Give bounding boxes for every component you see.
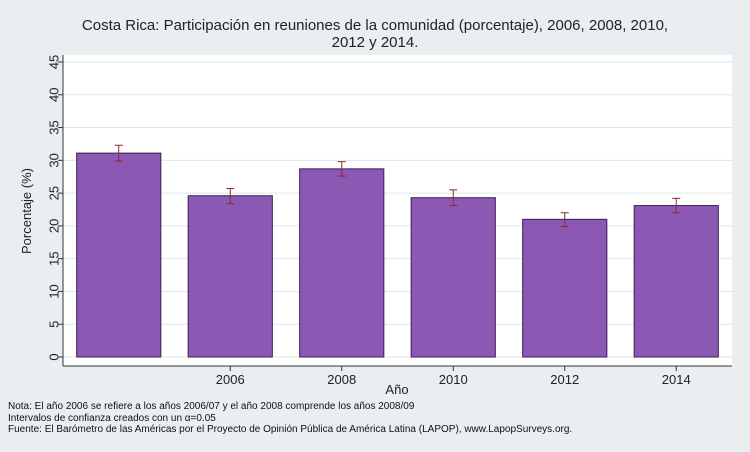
y-axis: 0 5 10 15 20 25 30 35 40 45 bbox=[47, 55, 64, 366]
error-bars bbox=[114, 144, 681, 228]
y-tick-label: 10 bbox=[47, 284, 62, 298]
y-axis-label: Porcentaje (%) bbox=[19, 168, 34, 254]
x-tick-label: 2008 bbox=[327, 372, 356, 387]
x-axis-label: Año bbox=[385, 382, 408, 397]
bars bbox=[76, 152, 719, 358]
bar bbox=[633, 205, 719, 358]
x-axis: 2006 2008 2010 2012 2014 bbox=[63, 365, 732, 387]
bar bbox=[299, 168, 385, 358]
chart-title-line-2: 2012 y 2014. bbox=[332, 34, 419, 51]
bar bbox=[76, 152, 162, 358]
chart-notes: Nota: El año 2006 se refiere a los años … bbox=[8, 401, 572, 436]
y-tick-label: 45 bbox=[47, 55, 62, 69]
y-tick-label: 30 bbox=[47, 153, 62, 167]
chart-title: Costa Rica: Participación en reuniones d… bbox=[82, 17, 668, 51]
bar-chart: Costa Rica: Participación en reuniones d… bbox=[19, 17, 732, 397]
x-tick-label: 2014 bbox=[662, 372, 691, 387]
chart-title-line-1: Costa Rica: Participación en reuniones d… bbox=[82, 17, 668, 34]
x-tick-label: 2010 bbox=[439, 372, 468, 387]
grid-lines bbox=[63, 61, 732, 358]
y-tick-label: 20 bbox=[47, 219, 62, 233]
y-tick-label: 5 bbox=[47, 321, 62, 328]
bar bbox=[522, 218, 608, 358]
plot-area bbox=[63, 55, 732, 366]
y-tick-label: 35 bbox=[47, 120, 62, 134]
y-tick-label: 25 bbox=[47, 186, 62, 200]
y-tick-label: 15 bbox=[47, 251, 62, 265]
x-tick-label: 2012 bbox=[550, 372, 579, 387]
note-line: Nota: El año 2006 se refiere a los años … bbox=[8, 401, 415, 412]
confidence-note: Intervalos de confianza creados con un α… bbox=[8, 412, 216, 424]
x-tick-label: 2006 bbox=[216, 372, 245, 387]
y-tick-label: 0 bbox=[47, 353, 62, 360]
bar bbox=[410, 197, 496, 358]
y-tick-label: 40 bbox=[47, 88, 62, 102]
bar bbox=[187, 195, 273, 358]
source-note: Fuente: El Barómetro de las Américas por… bbox=[8, 424, 573, 435]
